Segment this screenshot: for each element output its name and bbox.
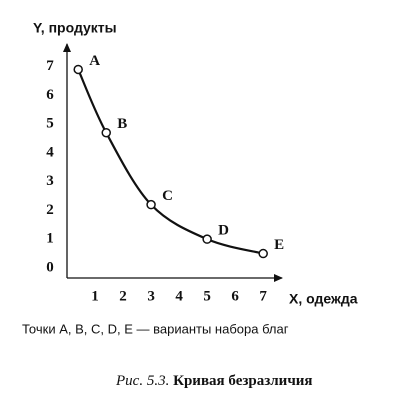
y-tick-label: 2 bbox=[46, 202, 54, 218]
x-tick-label: 2 bbox=[119, 288, 127, 304]
x-tick-label: 6 bbox=[231, 288, 239, 304]
y-tick-label: 5 bbox=[46, 116, 54, 132]
x-tick-label: 1 bbox=[91, 288, 99, 304]
caption: Кривая безразличия bbox=[173, 373, 312, 389]
point-label: E bbox=[274, 237, 284, 253]
y-tick-label: 7 bbox=[46, 58, 54, 74]
x-axis-label: X, одежда bbox=[289, 291, 358, 307]
point bbox=[101, 127, 111, 138]
point-label: C bbox=[162, 188, 173, 204]
point bbox=[202, 234, 212, 244]
figure-caption: Рис. 5.3. Кривая безразличия bbox=[115, 373, 313, 389]
y-tick-label: 6 bbox=[46, 87, 54, 103]
x-tick-label: 7 bbox=[259, 288, 267, 304]
point bbox=[146, 199, 156, 210]
point-label: A bbox=[89, 53, 100, 69]
x-tick-label: 4 bbox=[175, 288, 183, 304]
x-tick-label: 3 bbox=[147, 288, 155, 304]
note: Точки A, B, C, D, E — варианты набора бл… bbox=[22, 321, 289, 336]
point bbox=[73, 64, 83, 75]
figure-number: Рис. 5.3. bbox=[115, 373, 169, 389]
point bbox=[258, 248, 268, 259]
curve bbox=[77, 69, 264, 255]
x-tick-label: 5 bbox=[203, 288, 211, 304]
y-tick-label: 1 bbox=[46, 231, 54, 247]
point-label: B bbox=[117, 116, 127, 132]
y-axis-label: Y, продукты bbox=[33, 20, 117, 36]
y-tick-label: 4 bbox=[46, 144, 54, 160]
point-label: D bbox=[218, 223, 229, 239]
y-tick-label: 3 bbox=[46, 173, 54, 189]
y-tick-label: 0 bbox=[46, 259, 54, 275]
